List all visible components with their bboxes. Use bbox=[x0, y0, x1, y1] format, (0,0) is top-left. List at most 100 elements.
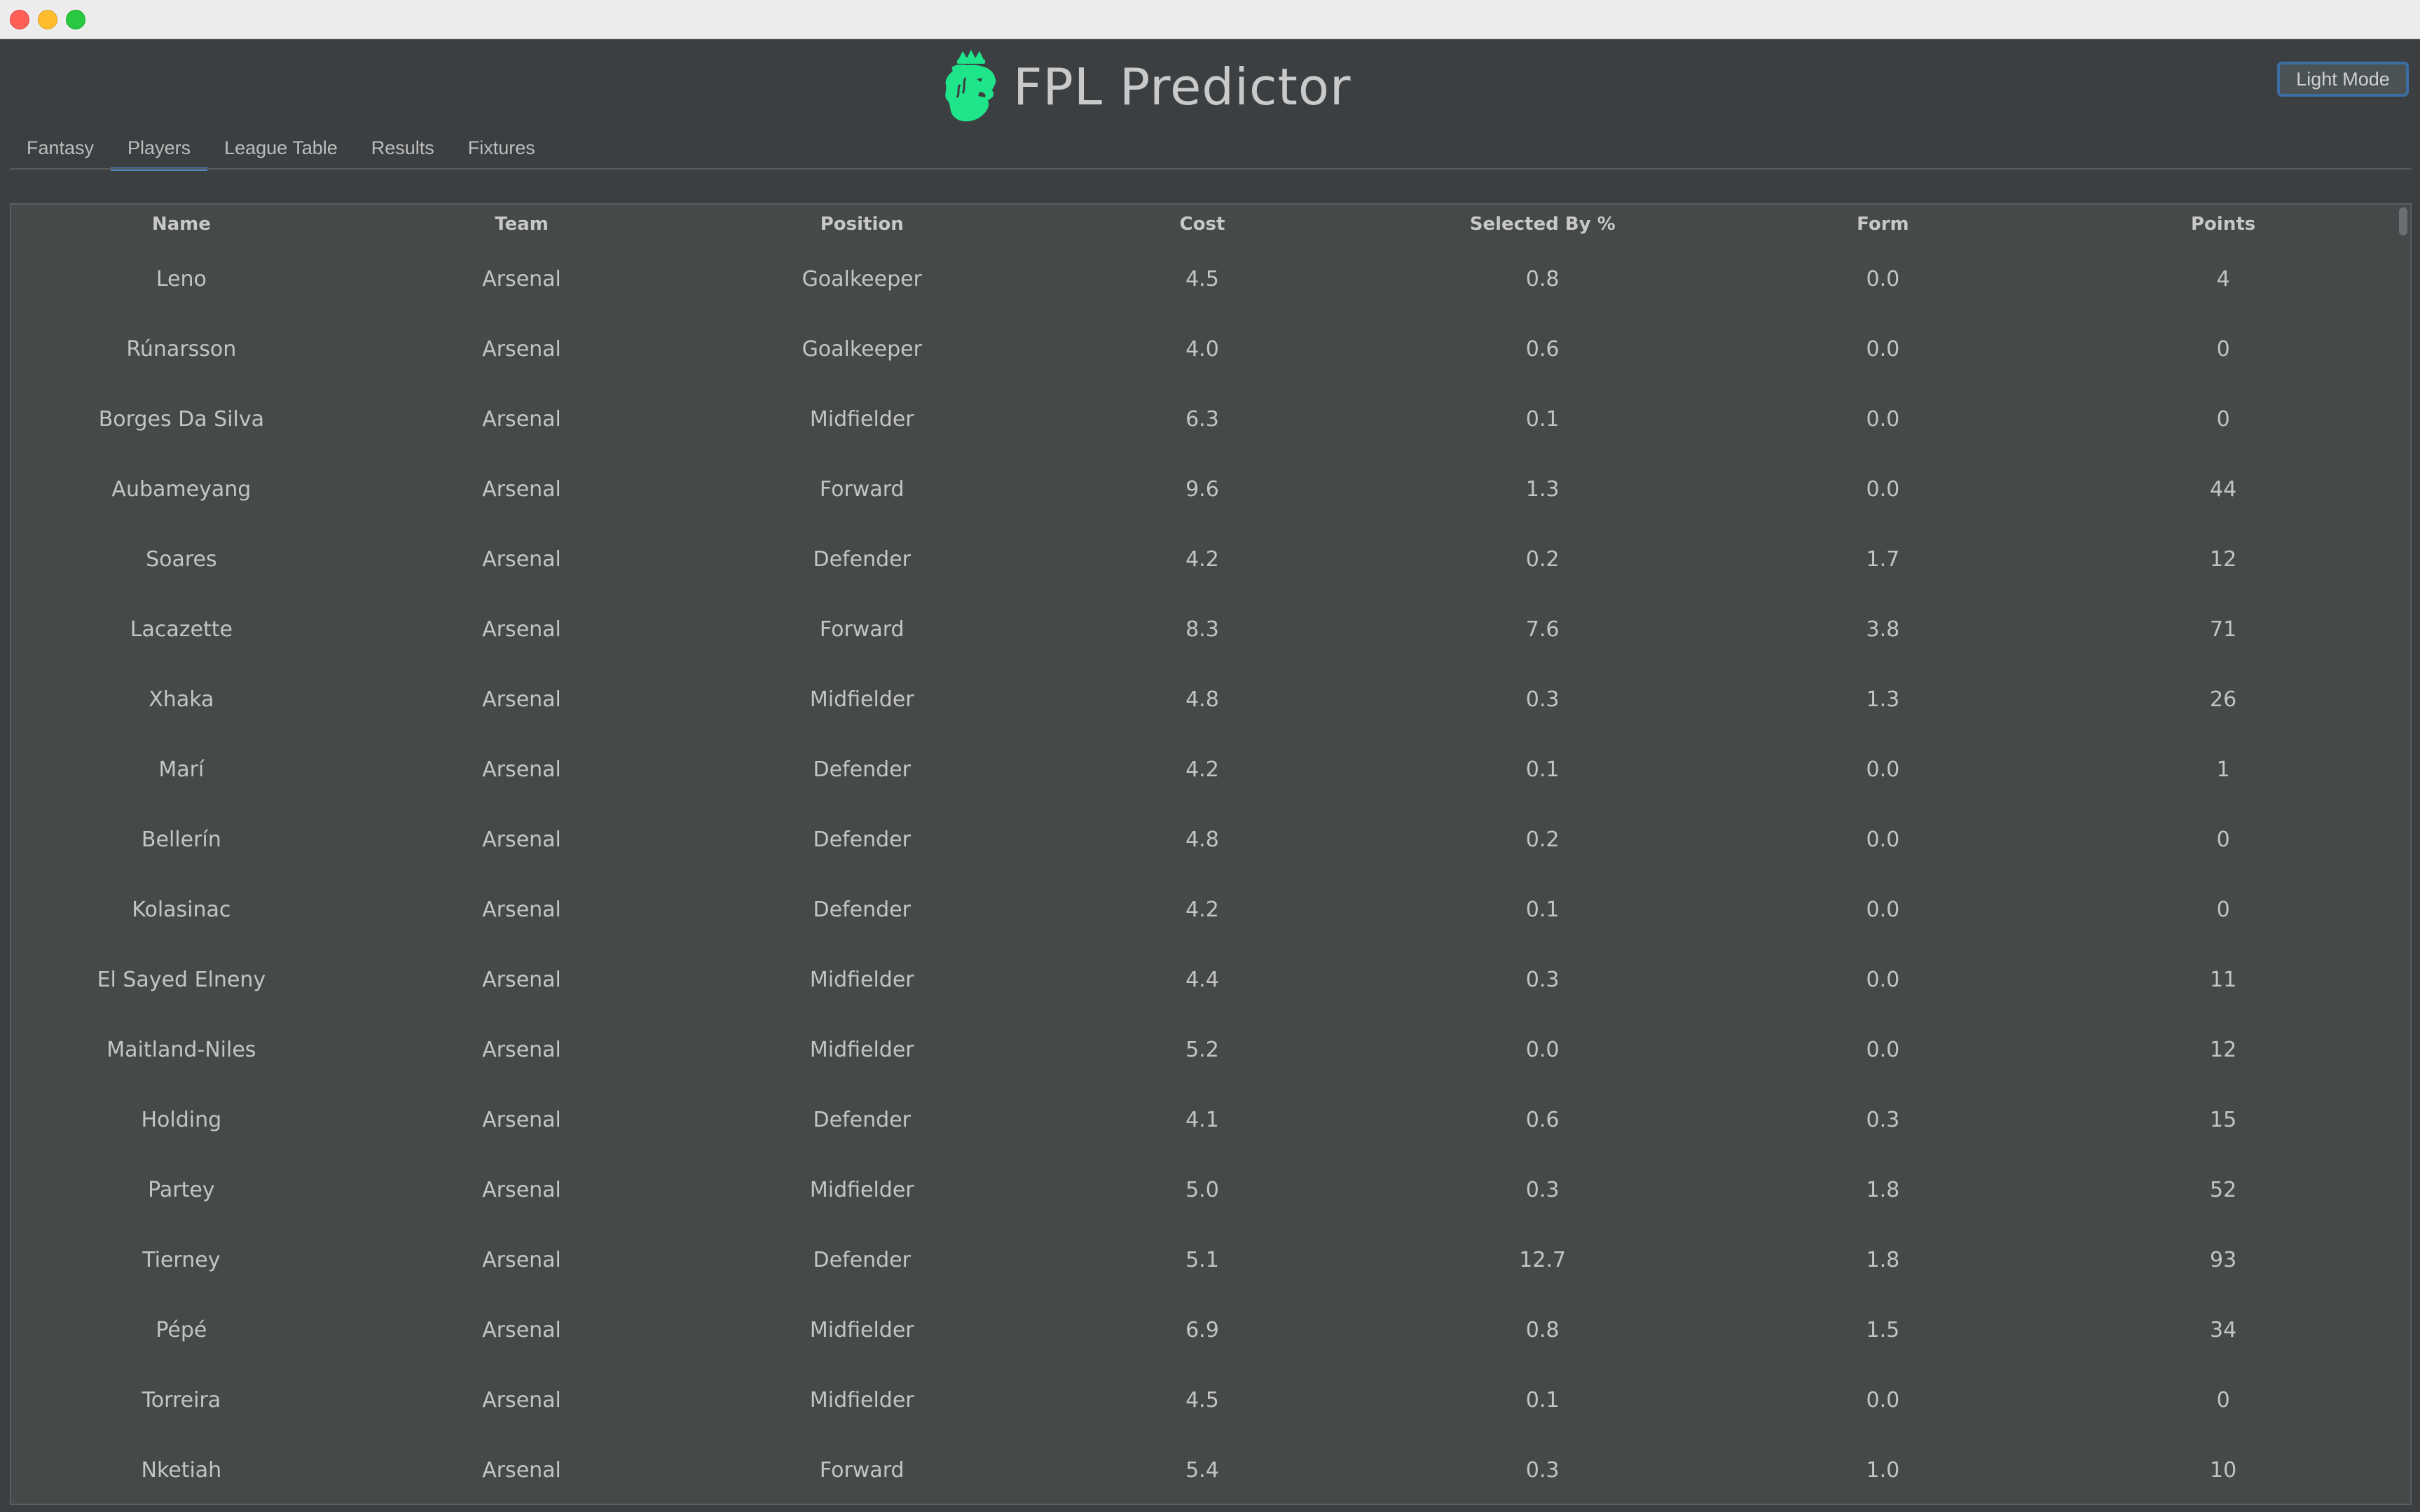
table-cell: Arsenal bbox=[482, 1107, 561, 1132]
table-cell: Torreira bbox=[142, 1387, 221, 1413]
table-cell: 1.5 bbox=[1866, 1317, 1900, 1342]
table-cell: 12.7 bbox=[1519, 1247, 1567, 1272]
table-row[interactable]: El Sayed Elneny Arsenal Midfielder 4.4 0.3 0.… bbox=[11, 944, 2393, 1015]
table-cell: Bellerín bbox=[141, 827, 221, 852]
tab-fixtures[interactable]: Fixtures bbox=[467, 137, 535, 158]
players-table: Name Team Position Cost Selected By % Fo… bbox=[11, 205, 2393, 1504]
table-row[interactable]: Nketiah Arsenal Forward 5.4 0.3 1.0 10 bbox=[11, 1435, 2393, 1504]
table-row[interactable]: Leno Arsenal Goalkeeper 4.5 0.8 0.0 4 bbox=[11, 244, 2393, 314]
table-row[interactable]: Partey Arsenal Midfielder 5.0 0.3 1.8 52 bbox=[11, 1155, 2393, 1225]
table-cell: 8.3 bbox=[1185, 617, 1219, 642]
table-cell: 0.0 bbox=[1866, 967, 1900, 992]
column-header-selected-by[interactable]: Selected By % bbox=[1469, 214, 1616, 235]
table-cell: Marí bbox=[158, 757, 205, 782]
table-cell: Partey bbox=[148, 1177, 215, 1202]
table-row[interactable]: Kolasinac Arsenal Defender 4.2 0.1 0.0 0 bbox=[11, 874, 2393, 944]
column-header-points[interactable]: Points bbox=[2190, 214, 2256, 235]
table-row[interactable]: Tierney Arsenal Defender 5.1 12.7 1.8 93 bbox=[11, 1225, 2393, 1295]
column-header-name[interactable]: Name bbox=[151, 214, 211, 235]
table-cell: 1.3 bbox=[1525, 476, 1560, 502]
table-cell: Midfielder bbox=[809, 406, 914, 432]
table-cell: 4.5 bbox=[1185, 266, 1219, 291]
table-cell: Holding bbox=[141, 1107, 222, 1132]
table-row[interactable]: Maitland-Niles Arsenal Midfielder 5.2 0.0 0.0… bbox=[11, 1015, 2393, 1085]
table-scrollbar[interactable] bbox=[2399, 207, 2407, 235]
table-cell: Arsenal bbox=[482, 897, 561, 922]
table-cell: 0 bbox=[2216, 406, 2230, 432]
table-cell: 1.3 bbox=[1866, 687, 1900, 712]
table-cell: Goalkeeper bbox=[802, 266, 922, 291]
app-title: FPL Predictor bbox=[1013, 57, 1352, 116]
table-cell: Arsenal bbox=[482, 967, 561, 992]
table-cell: Arsenal bbox=[482, 1247, 561, 1272]
tab-league-table[interactable]: League Table bbox=[224, 137, 338, 158]
table-cell: Defender bbox=[813, 757, 911, 782]
table-cell: 0 bbox=[2216, 827, 2230, 852]
table-cell: Xhaka bbox=[149, 687, 214, 712]
window-minimize-button[interactable] bbox=[38, 10, 57, 29]
table-cell: 4.1 bbox=[1185, 1107, 1219, 1132]
table-cell: Nketiah bbox=[141, 1457, 222, 1483]
column-header-form[interactable]: Form bbox=[1857, 214, 1909, 235]
column-header-team[interactable]: Team bbox=[495, 214, 549, 235]
table-cell: Arsenal bbox=[482, 757, 561, 782]
table-cell: 4.5 bbox=[1185, 1387, 1219, 1413]
table-cell: 71 bbox=[2210, 617, 2237, 642]
tab-players[interactable]: Players bbox=[111, 130, 208, 171]
table-cell: 4.8 bbox=[1185, 827, 1219, 852]
column-header-cost[interactable]: Cost bbox=[1179, 214, 1225, 235]
table-cell: Kolasinac bbox=[132, 897, 231, 922]
table-row[interactable]: Aubameyang Arsenal Forward 9.6 1.3 0.0 44 bbox=[11, 454, 2393, 524]
window-close-button[interactable] bbox=[10, 10, 29, 29]
table-row[interactable]: Xhaka Arsenal Midfielder 4.8 0.3 1.3 26 bbox=[11, 664, 2393, 734]
table-cell: 0.6 bbox=[1525, 336, 1560, 362]
table-row[interactable]: Pépé Arsenal Midfielder 6.9 0.8 1.5 34 bbox=[11, 1295, 2393, 1365]
table-cell: Lacazette bbox=[130, 617, 233, 642]
table-cell: Soares bbox=[146, 547, 217, 572]
tab-fantasy[interactable]: Fantasy bbox=[27, 137, 95, 158]
table-cell: 0.0 bbox=[1866, 406, 1900, 432]
table-cell: Arsenal bbox=[482, 1317, 561, 1342]
table-cell: 0.3 bbox=[1525, 967, 1560, 992]
table-row[interactable]: Soares Arsenal Defender 4.2 0.2 1.7 12 bbox=[11, 524, 2393, 594]
table-cell: Arsenal bbox=[482, 476, 561, 502]
table-row[interactable]: Borges Da Silva Arsenal Midfielder 6.3 0.1 0.… bbox=[11, 384, 2393, 454]
table-cell: 0.1 bbox=[1525, 757, 1560, 782]
window-maximize-button[interactable] bbox=[66, 10, 85, 29]
table-cell: Midfielder bbox=[809, 1037, 914, 1062]
table-cell: 0.3 bbox=[1866, 1107, 1900, 1132]
table-cell: Defender bbox=[813, 897, 911, 922]
table-cell: Arsenal bbox=[482, 1037, 561, 1062]
table-cell: 0.3 bbox=[1525, 687, 1560, 712]
table-cell: 5.0 bbox=[1185, 1177, 1219, 1202]
table-cell: Arsenal bbox=[482, 406, 561, 432]
table-cell: 12 bbox=[2210, 1037, 2237, 1062]
tab-results[interactable]: Results bbox=[371, 137, 434, 158]
table-cell: 0.0 bbox=[1866, 897, 1900, 922]
table-cell: 0.0 bbox=[1866, 476, 1900, 502]
table-cell: Forward bbox=[819, 476, 905, 502]
table-cell: Arsenal bbox=[482, 687, 561, 712]
table-cell: Arsenal bbox=[482, 266, 561, 291]
table-cell: 3.8 bbox=[1866, 617, 1900, 642]
app-window: FPL Predictor Light Mode Fantasy Players… bbox=[0, 39, 2420, 1512]
table-cell: 0.1 bbox=[1525, 897, 1560, 922]
column-header-position[interactable]: Position bbox=[820, 214, 904, 235]
table-row[interactable]: Rúnarsson Arsenal Goalkeeper 4.0 0.6 0.0 0 bbox=[11, 314, 2393, 384]
table-cell: 0 bbox=[2216, 1387, 2230, 1413]
table-cell: 0.1 bbox=[1525, 406, 1560, 432]
table-cell: 1.0 bbox=[1866, 1457, 1900, 1483]
table-cell: 10 bbox=[2210, 1457, 2237, 1483]
table-row[interactable]: Torreira Arsenal Midfielder 4.5 0.1 0.0 0 bbox=[11, 1365, 2393, 1435]
table-row[interactable]: Bellerín Arsenal Defender 4.8 0.2 0.0 0 bbox=[11, 804, 2393, 874]
light-mode-button[interactable]: Light Mode bbox=[2277, 62, 2409, 97]
table-cell: 11 bbox=[2210, 967, 2237, 992]
table-row[interactable]: Marí Arsenal Defender 4.2 0.1 0.0 1 bbox=[11, 734, 2393, 804]
players-table-container[interactable]: Name Team Position Cost Selected By % Fo… bbox=[10, 203, 2412, 1505]
table-row[interactable]: Holding Arsenal Defender 4.1 0.6 0.3 15 bbox=[11, 1085, 2393, 1155]
table-cell: Midfielder bbox=[809, 967, 914, 992]
table-row[interactable]: Lacazette Arsenal Forward 8.3 7.6 3.8 71 bbox=[11, 594, 2393, 664]
table-cell: 0.8 bbox=[1525, 1317, 1560, 1342]
table-cell: 34 bbox=[2210, 1317, 2237, 1342]
table-cell: Tierney bbox=[142, 1247, 221, 1272]
